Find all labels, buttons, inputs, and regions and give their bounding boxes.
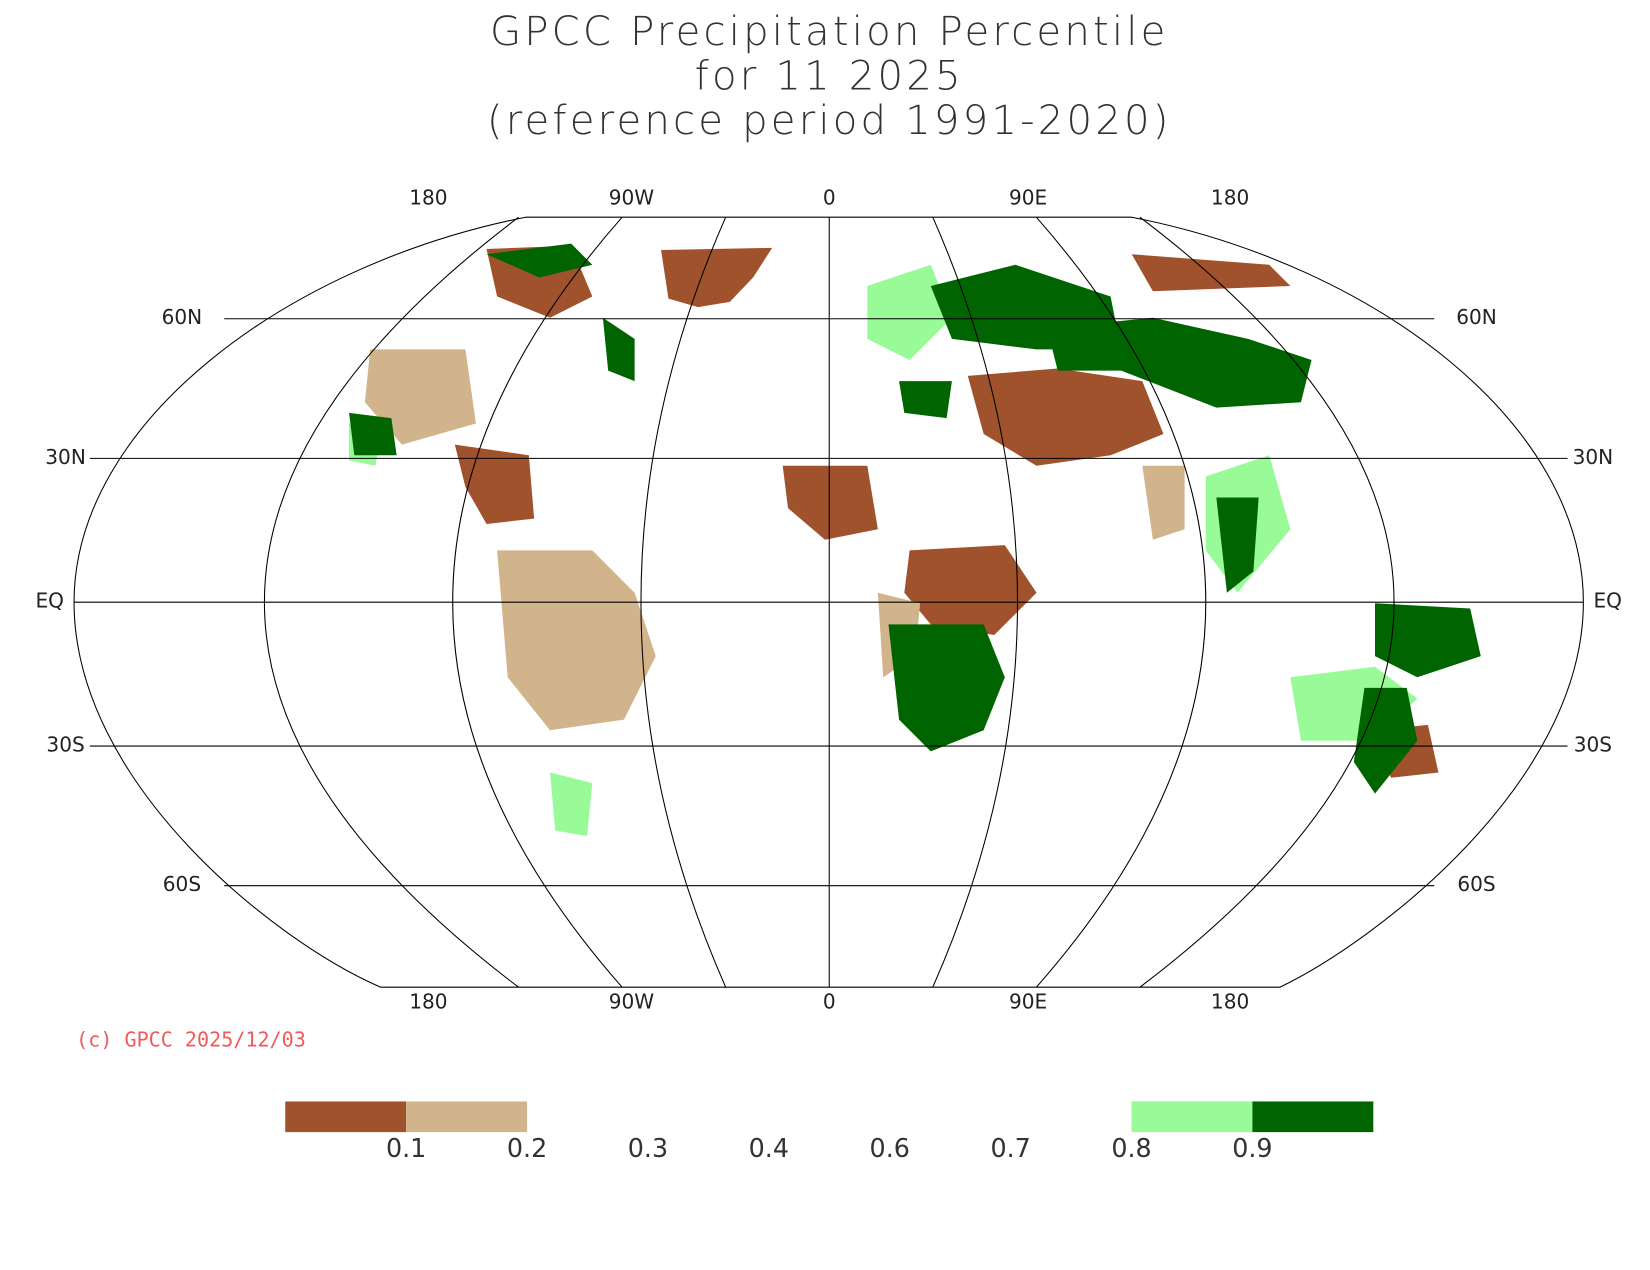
meridian [1139,216,1395,988]
graticule [73,216,1584,988]
legend-tick-label: 0.9 [1232,1133,1272,1163]
meridian [452,216,623,988]
legend-tick-label: 0.6 [870,1133,910,1163]
longitude-label: 180 [1211,990,1249,1014]
legend: 0.1 0.2 0.3 0.4 0.6 0.7 0.8 0.9 [285,1101,1374,1163]
area [454,444,535,524]
latitude-label: 60N [162,305,203,329]
area [1142,465,1185,540]
meridians [263,216,1395,988]
area [782,465,878,540]
meridian [932,216,1018,988]
longitude-label: 90E [1009,186,1047,210]
latitude-label: 60S [163,872,201,896]
area [550,772,593,836]
map-outline [73,216,1584,988]
legend-tick-label: 0.1 [386,1133,426,1163]
latitude-label: EQ [35,589,64,613]
latitude-label: 60S [1457,872,1495,896]
legend-tick-label: 0.3 [628,1133,668,1163]
latitude-label: 30S [1574,733,1612,757]
longitude-label: 90E [1009,990,1047,1014]
longitude-label: 0 [823,990,836,1014]
meridian [1035,216,1207,988]
legend-tick-label: 0.7 [990,1133,1030,1163]
latitude-label: 30N [1573,445,1614,469]
area [888,624,1005,752]
area [486,243,593,278]
legend-tick-label: 0.4 [749,1133,789,1163]
area [364,349,476,445]
longitude-label: 180 [409,990,447,1014]
area [602,317,635,382]
title-line: for 11 2025 [695,54,964,100]
longitude-label: 90W [609,186,655,210]
precipitation-areas [349,243,1481,836]
title-line: GPCC Precipitation Percentile [490,9,1169,55]
area [899,381,952,419]
latitude-label: EQ [1593,589,1622,613]
meridian [263,216,519,988]
area [1216,497,1259,593]
area [1375,603,1481,678]
area [1047,317,1312,408]
legend-tick-label: 0.2 [507,1133,547,1163]
area [1353,687,1418,794]
latitude-label: 30N [45,445,86,469]
area [497,550,656,731]
legend-color-box [285,1101,407,1133]
area [904,545,1037,635]
longitude-label: 90W [609,990,655,1014]
area [661,247,773,308]
area [967,368,1164,466]
legend-color-box [406,1101,528,1133]
legend-color-box [1252,1101,1374,1133]
latitude-label: 60N [1456,305,1497,329]
legend-color-box [1131,1101,1253,1133]
legend-tick-label: 0.8 [1111,1133,1151,1163]
copyright: (c) GPCC 2025/12/03 [76,1028,306,1052]
latitude-label: 30S [46,733,84,757]
area [1131,254,1291,292]
longitude-label: 180 [1211,186,1249,210]
longitude-label: 0 [823,186,836,210]
area [867,264,952,360]
meridian [640,216,727,988]
area [349,412,397,456]
title-line: (reference period 1991-2020) [487,98,1172,144]
longitude-label: 180 [409,186,447,210]
